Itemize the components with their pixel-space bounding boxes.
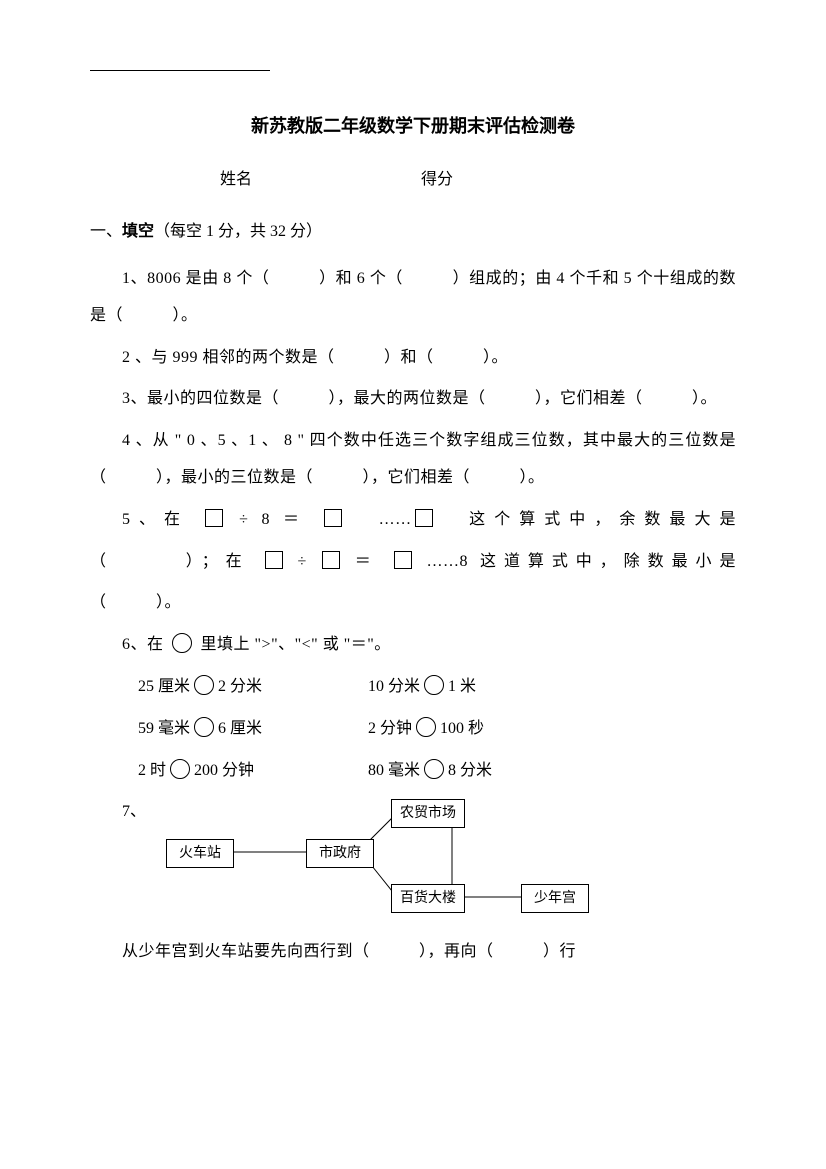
node-city-government: 市政府 [306, 839, 374, 868]
blank-circle-icon [170, 759, 190, 779]
blank-circle-icon [194, 717, 214, 737]
q5-text-7: ＝ [343, 553, 391, 570]
q5-text-6: ÷ [286, 553, 319, 570]
node-train-station: 火车站 [166, 839, 234, 868]
blank-circle-icon [172, 633, 192, 653]
q5-text-4: 这个算式中，余数最大是 [436, 511, 736, 528]
q5-text-5: （ ）；在 [90, 553, 262, 570]
question-1: 1、8006 是由 8 个（ ）和 6 个（ ）组成的；由 4 个千和 5 个十… [90, 261, 736, 335]
comparison-value: 59 毫米 [138, 711, 190, 748]
question-2: 2 、与 999 相邻的两个数是（ ）和（ ）。 [90, 340, 736, 377]
question-7-label: 7、 [122, 794, 146, 831]
blank-box-icon [324, 509, 342, 527]
comparison-value: 6 厘米 [218, 711, 262, 748]
name-label: 姓名 [220, 171, 252, 188]
section-1-prefix: 一、 [90, 223, 122, 240]
comparison-item: 59 毫米 6 厘米 [138, 711, 368, 748]
blank-box-icon [322, 551, 340, 569]
q5-text-8: ……8 这道算式中，除数最小是 [415, 553, 736, 570]
document-title: 新苏教版二年级数学下册期末评估检测卷 [90, 106, 736, 147]
q5-text-3: …… [345, 511, 412, 528]
comparison-value: 100 秒 [440, 711, 484, 748]
question-5-line3: （ ）。 [90, 585, 736, 622]
node-market: 农贸市场 [391, 799, 465, 828]
comparison-item: 2 时 200 分钟 [138, 753, 368, 790]
blank-box-icon [415, 509, 433, 527]
blank-circle-icon [416, 717, 436, 737]
comparison-value: 1 米 [448, 669, 476, 706]
question-4: 4 、从 " 0 、5 、1 、 8 " 四个数中任选三个数字组成三位数，其中最… [90, 423, 736, 497]
question-7-diagram-section: 7、 火车站 市政府 农贸市场 百货大楼 少年宫 [90, 794, 736, 934]
comparison-value: 2 分钟 [368, 711, 412, 748]
page-header-line [90, 70, 270, 71]
question-5-line2: （ ）；在 ÷ ＝ ……8 这道算式中，除数最小是 [90, 544, 736, 581]
comparison-item: 10 分米 1 米 [368, 669, 476, 706]
q5-text-1: 5、在 [122, 511, 202, 528]
comparison-value: 80 毫米 [368, 753, 420, 790]
blank-box-icon [394, 551, 412, 569]
blank-box-icon [265, 551, 283, 569]
question-7-text: 从少年宫到火车站要先向西行到（ ），再向（ ）行 [90, 934, 736, 971]
comparison-row: 59 毫米 6 厘米 2 分钟 100 秒 [90, 711, 736, 748]
question-6-header: 6、在 里填上 ">"、"<" 或 "＝"。 [90, 627, 736, 664]
section-1-title: 填空 [122, 223, 154, 240]
q6-header-post: 里填上 ">"、"<" 或 "＝"。 [196, 636, 391, 653]
score-label: 得分 [421, 171, 453, 188]
comparison-item: 80 毫米 8 分米 [368, 753, 492, 790]
comparison-value: 2 分米 [218, 669, 262, 706]
q5-text-2: ÷ 8 ＝ [226, 511, 321, 528]
q6-header-pre: 6、在 [122, 636, 168, 653]
blank-circle-icon [194, 675, 214, 695]
question-3: 3、最小的四位数是（ ），最大的两位数是（ ），它们相差（ ）。 [90, 381, 736, 418]
comparison-row: 2 时 200 分钟 80 毫米 8 分米 [90, 753, 736, 790]
comparison-item: 25 厘米 2 分米 [138, 669, 368, 706]
question-6-comparisons: 25 厘米 2 分米 10 分米 1 米 59 毫米 6 厘米 2 分钟 100 秒 2 时 20… [90, 669, 736, 789]
section-1-suffix: （每空 1 分，共 32 分） [154, 223, 322, 240]
blank-box-icon [205, 509, 223, 527]
node-mall: 百货大楼 [391, 884, 465, 913]
comparison-value: 25 厘米 [138, 669, 190, 706]
comparison-value: 8 分米 [448, 753, 492, 790]
node-youth-palace: 少年宫 [521, 884, 589, 913]
name-score-row: 姓名 得分 [90, 162, 736, 199]
diagram-container: 火车站 市政府 农贸市场 百货大楼 少年宫 [156, 794, 596, 934]
blank-circle-icon [424, 675, 444, 695]
section-1-header: 一、填空（每空 1 分，共 32 分） [90, 214, 736, 251]
comparison-value: 2 时 [138, 753, 166, 790]
question-5-line1: 5、在 ÷ 8 ＝ …… 这个算式中，余数最大是 [90, 502, 736, 539]
comparison-value: 200 分钟 [194, 753, 254, 790]
comparison-value: 10 分米 [368, 669, 420, 706]
comparison-row: 25 厘米 2 分米 10 分米 1 米 [90, 669, 736, 706]
blank-circle-icon [424, 759, 444, 779]
comparison-item: 2 分钟 100 秒 [368, 711, 484, 748]
